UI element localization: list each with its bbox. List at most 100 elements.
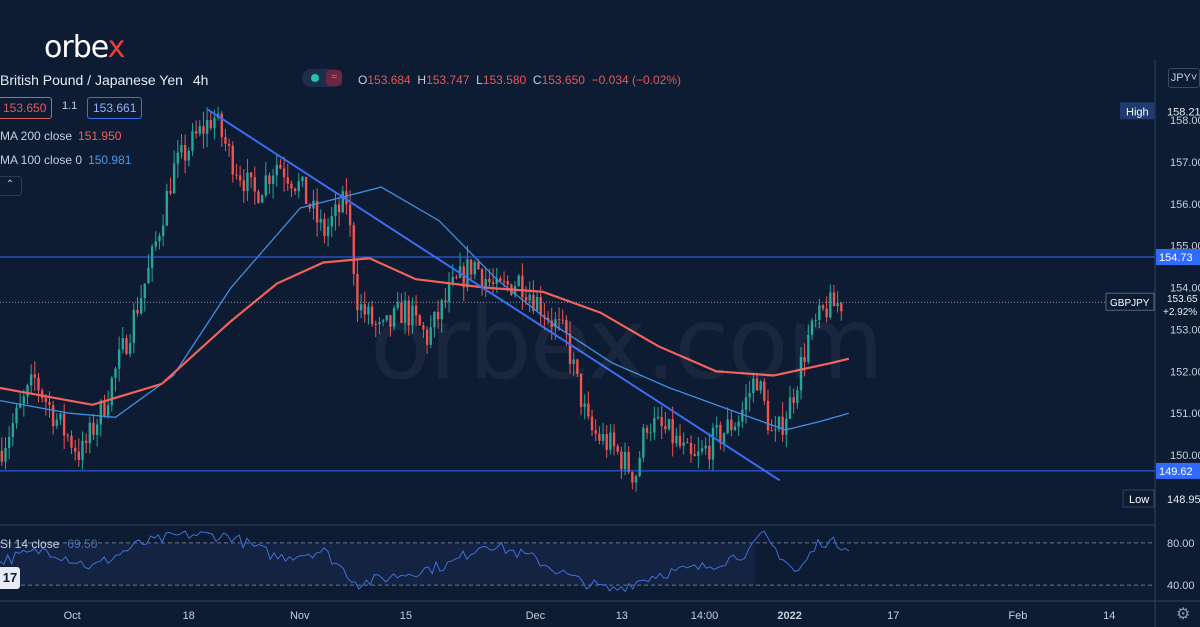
x-tick-label: 14:00 bbox=[691, 610, 719, 622]
candle-body bbox=[829, 292, 832, 318]
candle-body bbox=[37, 377, 40, 391]
candle-body bbox=[99, 400, 103, 425]
y-tick-label: 151.00 bbox=[1170, 408, 1200, 420]
candle-body bbox=[748, 393, 751, 398]
candle-body bbox=[323, 219, 326, 237]
buy-price-button[interactable]: 153.661 bbox=[87, 97, 143, 119]
candle-body bbox=[836, 302, 839, 307]
candle-body bbox=[535, 296, 539, 311]
candle-body bbox=[678, 435, 682, 446]
candle-body bbox=[95, 424, 99, 435]
candle-body bbox=[220, 113, 223, 138]
candle-body bbox=[121, 338, 125, 350]
candle-body bbox=[128, 342, 132, 354]
candle-body bbox=[4, 448, 7, 462]
candle-body bbox=[429, 327, 432, 345]
y-tick-label: 156.00 bbox=[1170, 199, 1200, 211]
candle-body bbox=[785, 418, 788, 435]
candle-body bbox=[194, 131, 198, 134]
resistance-price-label: 154.73 bbox=[1159, 252, 1193, 264]
candle-body bbox=[444, 300, 447, 302]
candle-body bbox=[400, 302, 403, 323]
candle-body bbox=[29, 374, 33, 386]
candle-body bbox=[139, 298, 143, 314]
candle-body bbox=[653, 418, 656, 433]
status-pill[interactable]: ≈ bbox=[302, 69, 342, 87]
candle-body bbox=[143, 283, 147, 299]
candle-body bbox=[576, 359, 579, 374]
candle-body bbox=[260, 195, 264, 203]
settings-gear-icon[interactable]: ⚙ bbox=[1176, 606, 1191, 623]
x-tick-label: 18 bbox=[183, 610, 195, 622]
candle-body bbox=[609, 432, 612, 450]
candle-body bbox=[209, 119, 212, 129]
candle-body bbox=[187, 150, 190, 161]
candle-body bbox=[818, 305, 821, 320]
candle-body bbox=[744, 397, 748, 410]
candle-body bbox=[774, 429, 777, 431]
candle-body bbox=[579, 373, 583, 407]
candle-body bbox=[235, 174, 238, 176]
candle-body bbox=[125, 338, 128, 354]
watermark: orbex.com bbox=[370, 285, 884, 402]
candle-body bbox=[484, 278, 487, 287]
candle-body bbox=[521, 275, 524, 298]
tradingview-logo-icon[interactable]: 17 bbox=[0, 567, 20, 589]
sell-price-button[interactable]: 153.650 bbox=[0, 97, 53, 119]
timeframe[interactable]: 4h bbox=[192, 72, 209, 88]
candle-body bbox=[275, 164, 278, 176]
candle-body bbox=[737, 421, 740, 427]
low-tag: Low bbox=[1129, 494, 1149, 506]
y-tick-label: 150.00 bbox=[1170, 450, 1200, 462]
last-change-label: +2.92% bbox=[1163, 307, 1197, 318]
candle-body bbox=[532, 294, 535, 311]
candle-body bbox=[202, 126, 205, 134]
candle-body bbox=[407, 300, 410, 326]
currency-selector[interactable]: JPY˅ bbox=[1168, 68, 1200, 88]
candle-body bbox=[418, 315, 421, 326]
candle-body bbox=[832, 292, 836, 307]
rsi-legend[interactable]: SI 14 close 69.50 bbox=[0, 537, 98, 551]
candle-body bbox=[631, 472, 634, 483]
candle-body bbox=[246, 172, 249, 192]
ohlc-readout: O153.684 H153.747 L153.580 C153.650 −0.0… bbox=[358, 73, 682, 87]
candle-body bbox=[693, 453, 696, 456]
candle-body bbox=[447, 283, 451, 302]
candle-body bbox=[411, 305, 414, 326]
candle-body bbox=[227, 143, 231, 146]
collapse-legend-button[interactable]: ⌃ bbox=[0, 176, 22, 196]
ma100-line bbox=[0, 186, 850, 431]
candle-body bbox=[70, 435, 73, 448]
orbex-logo: orbex bbox=[44, 30, 125, 65]
spread-value: 1.1 bbox=[62, 100, 78, 112]
candle-body bbox=[396, 302, 399, 308]
candle-body bbox=[440, 300, 443, 320]
candle-body bbox=[293, 188, 297, 192]
ma200-line bbox=[0, 257, 850, 406]
y-tick-label: 157.00 bbox=[1170, 157, 1200, 169]
candle-body bbox=[106, 404, 110, 416]
symbol-title[interactable]: British Pound / Japanese Yen 4h bbox=[0, 72, 208, 88]
ma200-legend[interactable]: MA 200 close 151.950 bbox=[0, 129, 122, 143]
candle-body bbox=[117, 349, 121, 369]
candle-body bbox=[726, 419, 729, 434]
candle-body bbox=[469, 259, 473, 275]
rsi-lower-label: 40.00 bbox=[1167, 580, 1195, 592]
candle-body bbox=[253, 177, 256, 192]
candle-body bbox=[491, 282, 495, 284]
x-tick-label: 15 bbox=[400, 610, 412, 622]
candle-body bbox=[136, 309, 139, 314]
candle-body bbox=[524, 297, 528, 301]
symbol-tag-box bbox=[1105, 292, 1155, 311]
candle-body bbox=[345, 191, 348, 205]
candle-body bbox=[686, 442, 689, 444]
equals-icon[interactable]: ≈ bbox=[326, 70, 342, 86]
candle-body bbox=[22, 396, 26, 404]
symbol-name: British Pound / Japanese Yen bbox=[0, 72, 183, 88]
candle-body bbox=[77, 451, 81, 460]
candle-body bbox=[103, 400, 106, 416]
candle-body bbox=[634, 475, 638, 483]
ma100-legend[interactable]: MA 100 close 0 150.981 bbox=[0, 153, 132, 167]
x-tick-label: 17 bbox=[887, 610, 899, 622]
candle-body bbox=[198, 126, 201, 134]
